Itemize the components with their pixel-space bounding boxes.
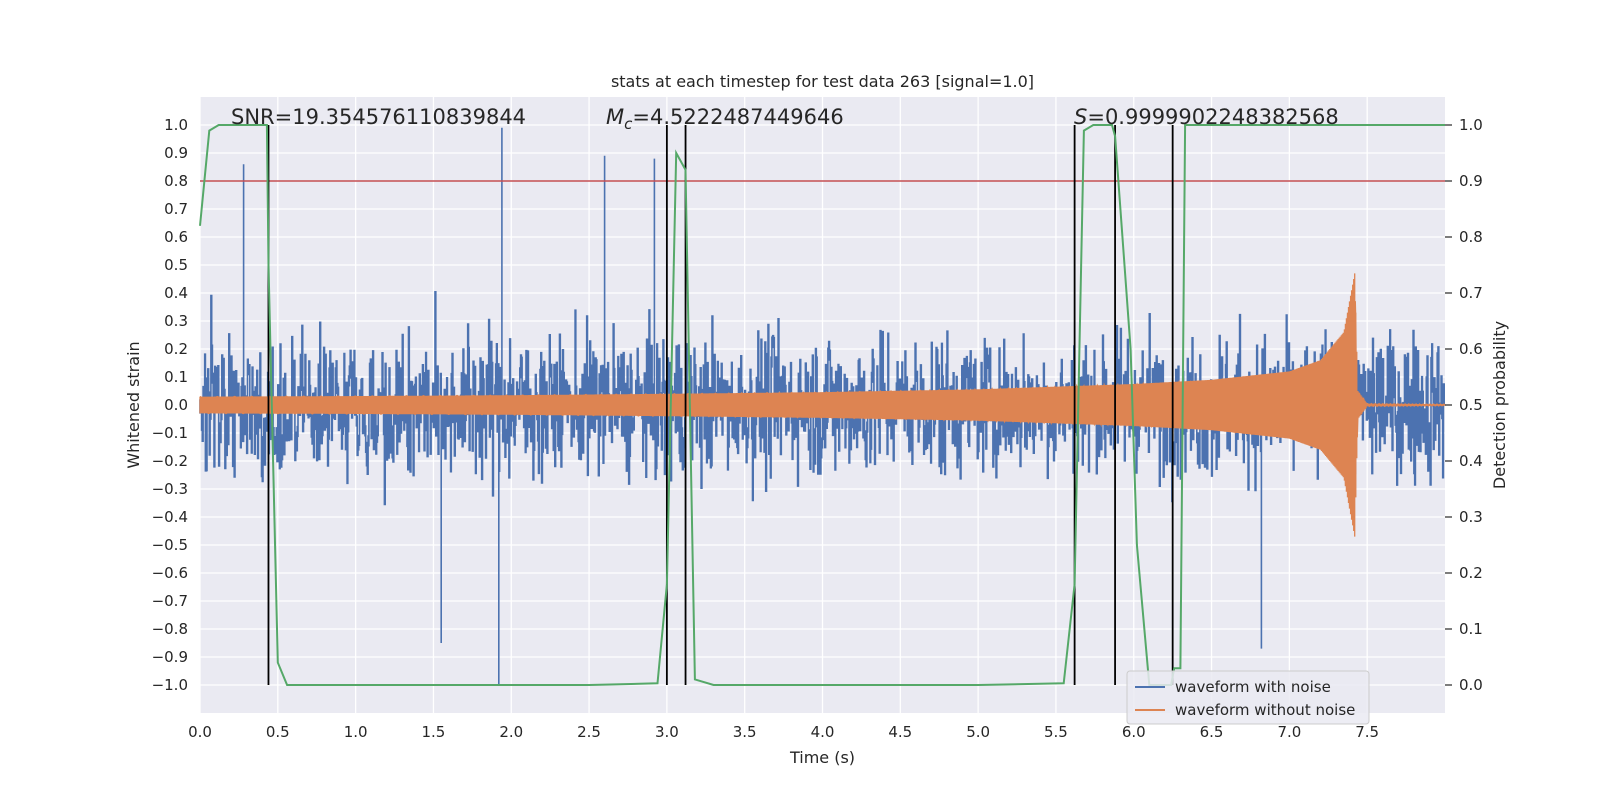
y2-tick-label: 0.6 xyxy=(1459,340,1483,358)
x-tick-label: 0.5 xyxy=(266,723,290,741)
y-axis-ticks: 1.0 0.9 0.8 0.7 0.6 0.5 0.4 0.3 0.2 0.1 0.0 −0.1 −0.… xyxy=(152,116,188,694)
y-tick-label: −0.2 xyxy=(152,452,188,470)
y2-tick-label: 0.4 xyxy=(1459,452,1483,470)
legend-label-noisy: waveform with noise xyxy=(1175,678,1331,696)
y-tick-label: 1.0 xyxy=(164,116,188,134)
mc-subscript: c xyxy=(624,115,633,133)
clean-waveform-series xyxy=(199,273,1446,537)
y2-tick-label: 0.3 xyxy=(1459,508,1483,526)
y2-tick-label: 0.8 xyxy=(1459,228,1483,246)
x-tick-label: 6.5 xyxy=(1200,723,1224,741)
y2-tick-label: 0.5 xyxy=(1459,396,1483,414)
snr-annotation: SNR=19.354576110839844 xyxy=(231,105,526,129)
y2-tick-label: 1.0 xyxy=(1459,116,1483,134)
legend-label-clean: waveform without noise xyxy=(1175,701,1355,719)
x-tick-label: 5.0 xyxy=(966,723,990,741)
x-tick-label: 2.5 xyxy=(577,723,601,741)
y-tick-label: −0.7 xyxy=(152,592,188,610)
y-tick-label: 0.1 xyxy=(164,368,188,386)
y-tick-label: −0.4 xyxy=(152,508,188,526)
s-value: =0.9999902248382568 xyxy=(1087,105,1338,129)
y-tick-label: −0.8 xyxy=(152,620,188,638)
y-tick-label: −0.9 xyxy=(152,648,188,666)
s-symbol: S xyxy=(1074,105,1087,129)
y-tick-label: 0.8 xyxy=(164,172,188,190)
x-axis-label: Time (s) xyxy=(789,748,855,767)
x-tick-label: 1.5 xyxy=(422,723,446,741)
x-tick-label: 7.0 xyxy=(1277,723,1301,741)
x-tick-label: 0.0 xyxy=(188,723,212,741)
y-tick-label: −0.1 xyxy=(152,424,188,442)
legend-box xyxy=(1126,670,1370,725)
y-tick-label: 0.2 xyxy=(164,340,188,358)
s-annotation: S=0.9999902248382568 xyxy=(1074,105,1339,129)
y-tick-label: 0.6 xyxy=(164,228,188,246)
x-tick-label: 4.5 xyxy=(888,723,912,741)
mc-value: =4.5222487449646 xyxy=(632,105,843,129)
y2-axis-label: Detection probability xyxy=(1490,321,1509,489)
x-tick-label: 5.5 xyxy=(1044,723,1068,741)
y-tick-label: −0.3 xyxy=(152,480,188,498)
chart-title: stats at each timestep for test data 263… xyxy=(611,72,1034,91)
x-tick-label: 3.0 xyxy=(655,723,679,741)
y2-tick-label: 0.9 xyxy=(1459,172,1483,190)
x-tick-label: 1.0 xyxy=(344,723,368,741)
y-tick-label: 0.3 xyxy=(164,312,188,330)
y-tick-label: −0.5 xyxy=(152,536,188,554)
y-tick-label: 0.5 xyxy=(164,256,188,274)
y-axis-label: Whitened strain xyxy=(124,341,143,468)
y-tick-label: 0.4 xyxy=(164,284,188,302)
y2-tick-label: 0.0 xyxy=(1459,676,1483,694)
x-tick-label: 3.5 xyxy=(733,723,757,741)
y2-axis-ticks: 1.0 0.9 0.8 0.7 0.6 0.5 0.4 0.3 0.2 0.1 0.0 xyxy=(1445,116,1483,694)
legend: waveform with noise waveform without noi… xyxy=(1126,670,1370,725)
y-tick-label: −1.0 xyxy=(152,676,188,694)
y-tick-label: 0.0 xyxy=(164,396,188,414)
x-tick-label: 7.5 xyxy=(1355,723,1379,741)
x-axis-ticks: 0.0 0.5 1.0 1.5 2.0 2.5 3.0 3.5 4.0 4.5 5.0 5.5 6.0 6… xyxy=(188,723,1379,741)
clean-waveform-line xyxy=(199,273,1446,537)
x-tick-label: 6.0 xyxy=(1122,723,1146,741)
y-tick-label: 0.9 xyxy=(164,144,188,162)
y2-tick-label: 0.2 xyxy=(1459,564,1483,582)
y-tick-label: 0.7 xyxy=(164,200,188,218)
mc-symbol: M xyxy=(606,105,624,129)
mc-annotation: Mc=4.5222487449646 xyxy=(606,105,844,133)
y2-tick-label: 0.7 xyxy=(1459,284,1483,302)
x-tick-label: 2.0 xyxy=(499,723,523,741)
y-tick-label: −0.6 xyxy=(152,564,188,582)
x-tick-label: 4.0 xyxy=(811,723,835,741)
y2-tick-label: 0.1 xyxy=(1459,620,1483,638)
